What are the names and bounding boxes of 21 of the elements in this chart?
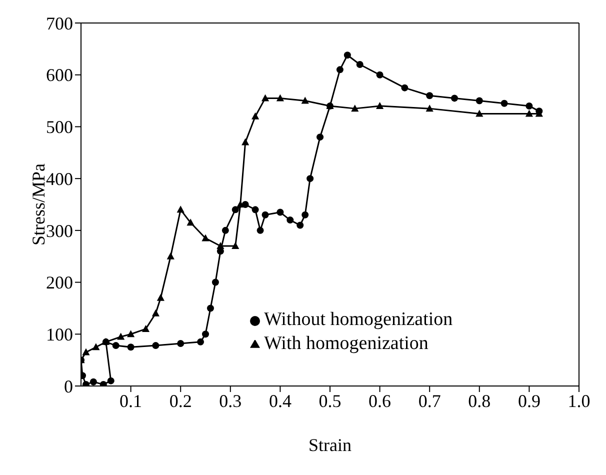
x-tick-label: 0.9 xyxy=(518,390,540,411)
y-tick-label: 200 xyxy=(46,272,73,293)
y-tick-label: 400 xyxy=(46,168,73,189)
x-tick-label: 0.7 xyxy=(418,390,441,411)
y-tick-label: 0 xyxy=(64,376,73,396)
y-tick-label: 500 xyxy=(46,117,73,138)
y-tick-label: 600 xyxy=(46,65,73,86)
x-tick-label: 1.0 xyxy=(568,390,590,411)
legend-label: With homogenization xyxy=(264,333,428,354)
x-tick-label: 0.1 xyxy=(120,390,142,411)
x-tick-label: 0.8 xyxy=(468,390,491,411)
x-axis-title: Strain xyxy=(308,434,352,455)
x-tick-label: 0.6 xyxy=(368,390,392,411)
y-tick-label: 100 xyxy=(46,324,73,345)
legend-label: Without homogenization xyxy=(264,309,453,330)
x-tick-label: 0.5 xyxy=(318,390,342,411)
x-tick-label: 0.4 xyxy=(268,390,292,411)
x-tick-label: 0.2 xyxy=(169,390,192,411)
y-tick-label: 700 xyxy=(46,13,73,34)
x-tick-label: 0.3 xyxy=(219,390,242,411)
y-tick-label: 300 xyxy=(46,220,73,241)
